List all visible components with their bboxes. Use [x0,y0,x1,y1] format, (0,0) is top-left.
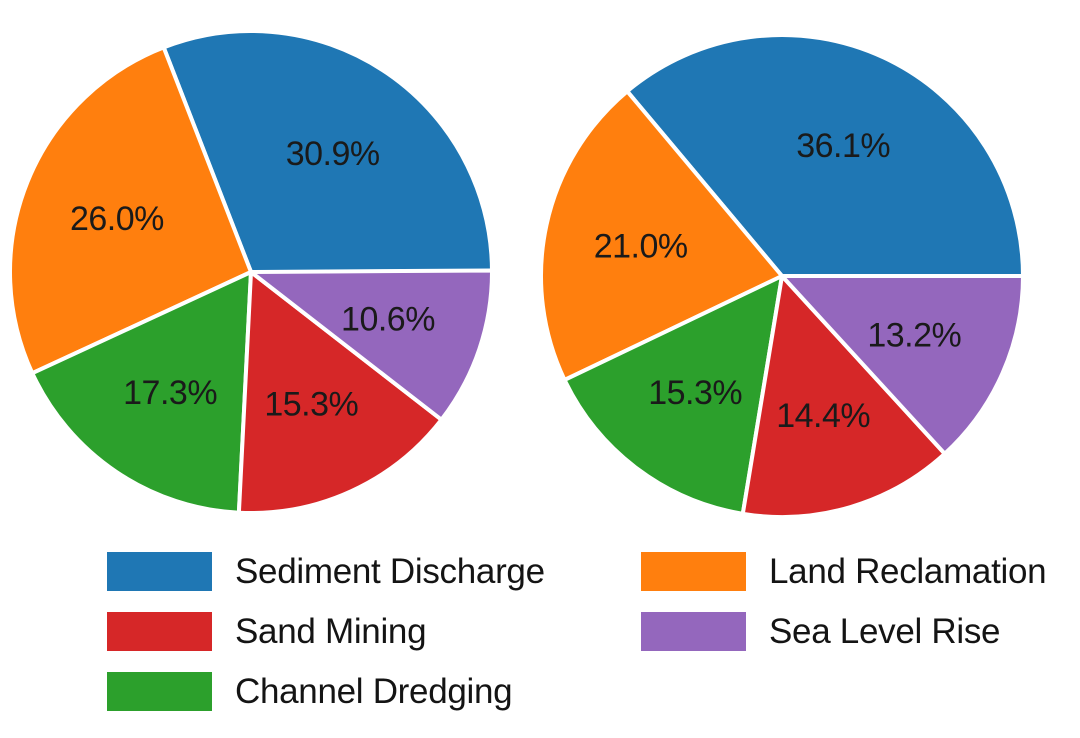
legend-item-sand-mining: Sand Mining [107,612,545,651]
legend-label-sea-level-rise: Sea Level Rise [769,612,1001,651]
pie-slice-channel-dredging [562,274,784,516]
pie-slice-sediment-discharge [625,33,1025,278]
pie-percent-label: 36.1% [796,127,890,165]
pie-percent-label: 26.0% [70,200,164,238]
pie-chart-right: 36.1% 21.0% 15.3% 14.4% 13.2% [539,33,1025,519]
legend-label-sediment-discharge: Sediment Discharge [235,552,545,591]
pie-percent-label: 10.6% [341,301,435,339]
pie-percent-label: 15.3% [648,374,742,412]
pie-percent-label: 17.3% [123,374,217,412]
legend-swatch-sediment-discharge [107,552,212,591]
legend-swatch-sand-mining [107,612,212,651]
legend-item-sediment-discharge: Sediment Discharge [107,552,545,591]
pie-percent-label: 13.2% [867,317,961,355]
legend-item-sea-level-rise: Sea Level Rise [641,612,1046,651]
legend-label-sand-mining: Sand Mining [235,612,427,651]
pie-slice-land-reclamation [8,45,253,376]
pie-slice-channel-dredging [30,270,253,515]
legend-item-land-reclamation: Land Reclamation [641,552,1047,591]
legend-column-left: Sediment Discharge Sand Mining Channel D… [107,552,545,711]
legend-label-land-reclamation: Land Reclamation [769,552,1047,591]
pie-slice-sediment-discharge [161,29,494,274]
pie-slice-land-reclamation [539,89,784,382]
pie-slice-sand-mining [740,274,947,519]
legend-swatch-sea-level-rise [641,612,746,651]
legend-swatch-channel-dredging [107,672,212,711]
pie-percent-label: 30.9% [286,135,380,173]
pie-slice-sea-level-rise [249,268,495,422]
pie-slice-sand-mining [236,270,444,516]
legend-label-channel-dredging: Channel Dredging [235,672,513,711]
pie-percent-label: 14.4% [776,397,870,435]
pie-slice-sea-level-rise [780,274,1025,456]
legend-column-right: Land Reclamation Sea Level Rise [641,552,1047,651]
pie-percent-label: 15.3% [264,386,358,424]
legend-item-channel-dredging: Channel Dredging [107,672,545,711]
legend-swatch-land-reclamation [641,552,746,591]
pie-percent-label: 21.0% [594,228,688,266]
pie-chart-left: 30.9% 26.0% 17.3% 15.3% 10.6% [8,29,495,516]
